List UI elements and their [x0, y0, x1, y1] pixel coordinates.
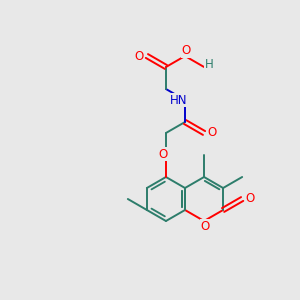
- Text: HN: HN: [170, 94, 188, 106]
- Text: O: O: [134, 50, 143, 62]
- Text: O: O: [158, 148, 168, 160]
- Text: O: O: [200, 220, 210, 232]
- Text: O: O: [245, 193, 255, 206]
- Text: H: H: [205, 58, 213, 70]
- Text: O: O: [182, 44, 190, 58]
- Text: O: O: [207, 127, 217, 140]
